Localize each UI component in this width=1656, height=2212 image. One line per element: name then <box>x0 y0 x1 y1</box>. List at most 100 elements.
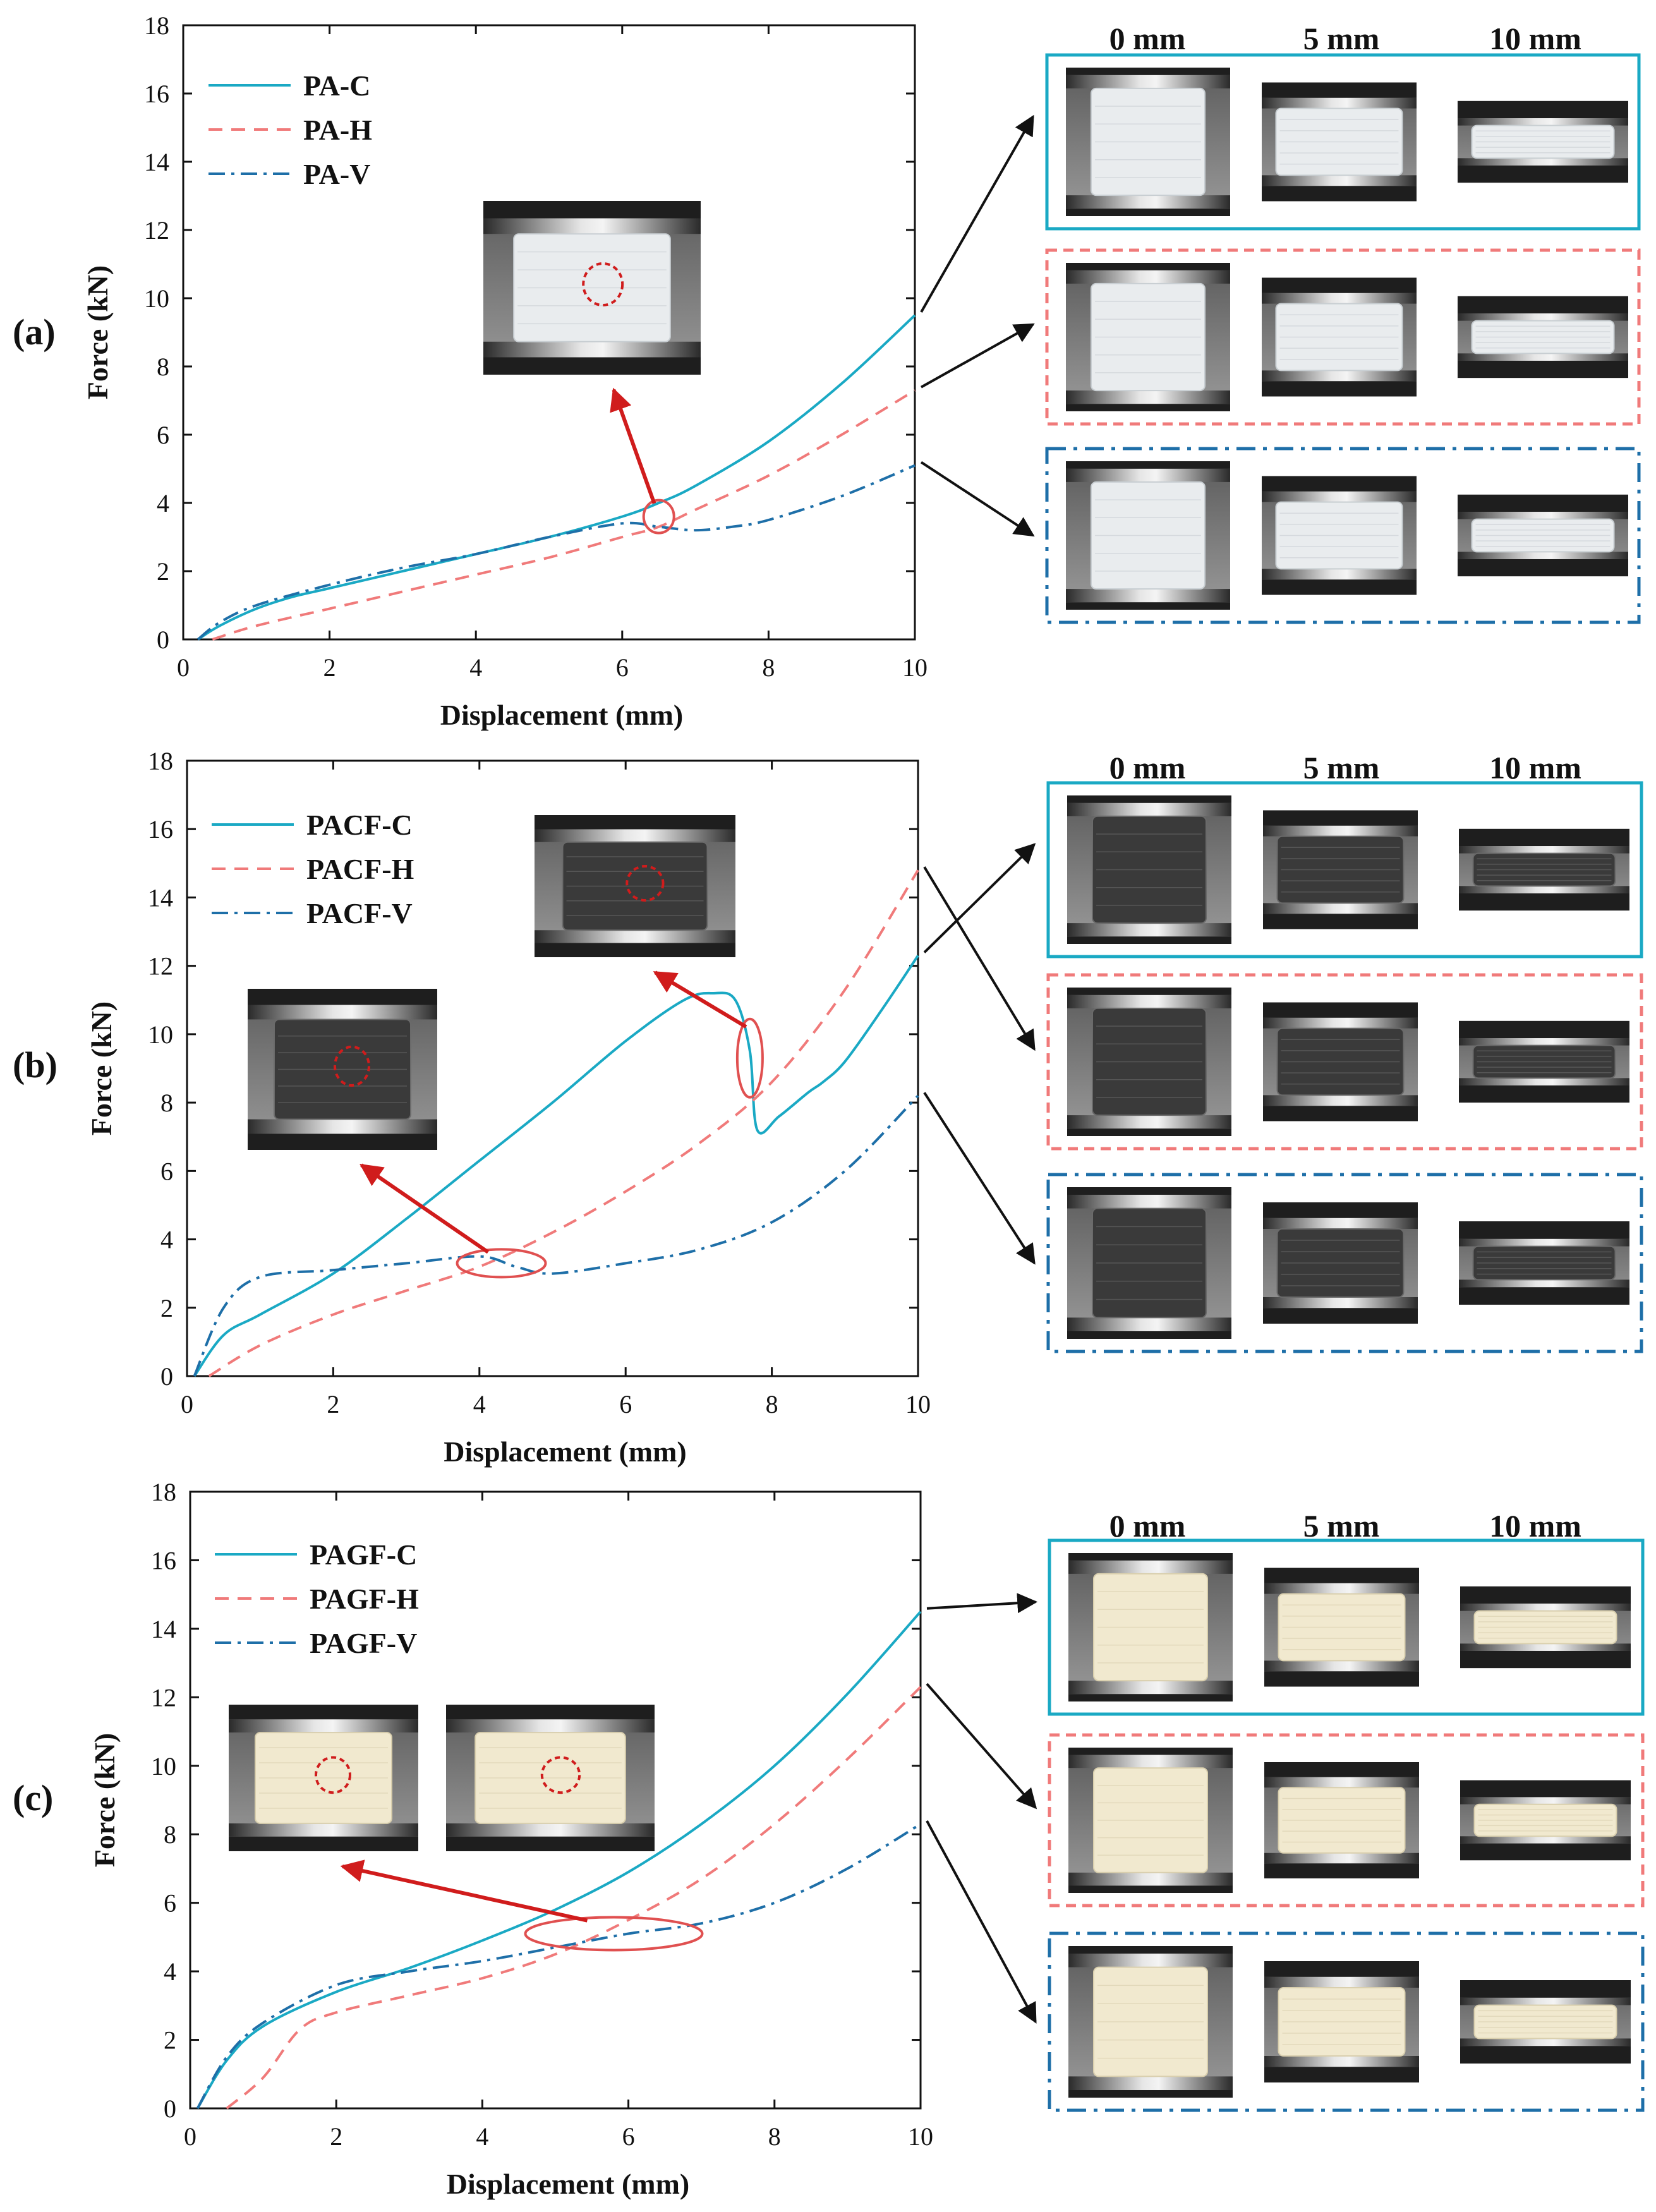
upper-plate <box>1459 846 1629 854</box>
photo-frame-solid <box>1045 53 1641 231</box>
callout-arrow <box>923 1092 1036 1265</box>
upper-fixture <box>1262 476 1417 492</box>
crack-marker <box>582 262 624 306</box>
x-tick-label: 0 <box>177 653 190 682</box>
upper-plate <box>1067 994 1231 1008</box>
lower-plate <box>1066 195 1230 209</box>
upper-fixture <box>483 201 701 219</box>
specimen-photo <box>1460 1780 1631 1861</box>
column-header: 10 mm <box>1489 1508 1581 1544</box>
lower-fixture <box>1262 186 1417 202</box>
y-tick-label: 6 <box>160 1157 173 1185</box>
specimen-photo <box>1459 1020 1629 1103</box>
lower-fixture <box>1067 1128 1231 1136</box>
y-tick-label: 8 <box>160 1089 173 1117</box>
series-line-PAGF-H <box>226 1686 922 2110</box>
photo-frame-solid <box>1048 1538 1645 1716</box>
specimen-photo <box>1264 1762 1419 1878</box>
legend-label: PACF-V <box>306 897 413 929</box>
upper-plate <box>1066 270 1230 284</box>
lower-plate <box>1263 903 1418 914</box>
upper-plate <box>1460 1604 1631 1611</box>
specimen-photo <box>1067 988 1231 1136</box>
upper-plate <box>1067 802 1231 816</box>
upper-plate <box>1262 293 1417 304</box>
y-tick-label: 4 <box>157 489 169 517</box>
specimen-photo <box>1262 277 1417 397</box>
upper-plate <box>1459 1038 1629 1046</box>
y-tick-label: 12 <box>144 216 169 245</box>
x-tick-label: 10 <box>908 2122 933 2151</box>
lower-fixture <box>1459 1287 1629 1305</box>
upper-fixture <box>1067 795 1231 803</box>
x-axis-title: Displacement (mm) <box>444 1435 687 1468</box>
upper-fixture <box>446 1705 655 1720</box>
upper-plate <box>1068 1560 1233 1574</box>
lower-fixture <box>1067 936 1231 944</box>
failure-inset-photo <box>229 1705 418 1851</box>
photo-layer: 0 mm 5 mm 10 mm 0 mm 5 mm 10 mm 0 mm 5 mm 10 mm <box>920 21 1645 2112</box>
y-tick-label: 4 <box>160 1226 173 1254</box>
upper-fixture <box>1263 1202 1418 1218</box>
plot-frame <box>182 24 916 641</box>
chart-panel-2: 0 2 4 6 8 10 0 2 4 6 8 10 12 14 16 18 Displacement (mm) F… <box>13 1478 933 2200</box>
callout-arrow <box>923 843 1036 953</box>
photo-frame-dashed <box>1045 248 1641 426</box>
y-tick-label: 0 <box>160 1362 173 1391</box>
column-header: 5 mm <box>1303 21 1380 56</box>
lower-plate <box>1264 1660 1419 1672</box>
crack-marker <box>626 865 665 902</box>
legend-label: PACF-C <box>306 809 413 841</box>
lower-plate <box>248 1119 437 1134</box>
x-tick-label: 10 <box>905 1390 931 1418</box>
lower-fixture <box>535 943 735 957</box>
lower-fixture <box>1264 1671 1419 1687</box>
upper-fixture <box>1460 1586 1631 1604</box>
y-tick-label: 16 <box>144 80 169 108</box>
chart-panel-0: 0 2 4 6 8 10 0 2 4 6 8 10 12 14 16 18 Displacement (mm) F… <box>13 11 928 731</box>
callout-arrow <box>923 866 1036 1051</box>
y-tick-label: 0 <box>164 2094 176 2123</box>
lower-plate <box>1458 353 1628 361</box>
y-tick-label: 18 <box>148 747 173 775</box>
upper-fixture <box>1263 810 1418 826</box>
upper-plate <box>1458 512 1628 519</box>
specimen-photo <box>1067 1187 1231 1339</box>
y-tick-label: 6 <box>157 421 169 449</box>
upper-plate <box>248 1005 437 1020</box>
lower-fixture <box>483 357 701 375</box>
lower-plate <box>229 1823 418 1837</box>
lower-plate <box>1264 2056 1419 2067</box>
column-header: 5 mm <box>1303 1508 1380 1544</box>
upper-plate <box>1068 1954 1233 1967</box>
highlight-ellipse <box>735 1017 764 1099</box>
x-tick-label: 6 <box>616 653 629 682</box>
y-tick-label: 14 <box>144 148 169 176</box>
upper-plate <box>1263 1017 1418 1029</box>
lower-plate <box>1263 1297 1418 1308</box>
lower-plate <box>1264 1852 1419 1864</box>
upper-plate <box>1458 118 1628 126</box>
photo-frame-dashed <box>1046 973 1643 1151</box>
lower-plate <box>1066 589 1230 603</box>
upper-plate <box>229 1719 418 1733</box>
upper-fixture <box>1068 1748 1233 1755</box>
upper-fixture <box>1067 1187 1231 1195</box>
lower-fixture <box>1262 381 1417 397</box>
charts-layer: 0 2 4 6 8 10 0 2 4 6 8 10 12 14 16 18 Displacement (mm) F… <box>13 11 933 2200</box>
x-axis-title: Displacement (mm) <box>447 2168 690 2200</box>
upper-plate <box>1264 1777 1419 1788</box>
plot-frame <box>186 759 919 1377</box>
legend-label: PAGF-C <box>310 1538 417 1571</box>
column-header: 10 mm <box>1489 21 1581 56</box>
upper-fixture <box>1459 1020 1629 1039</box>
upper-plate <box>1460 1997 1631 2005</box>
photo-frame-dashdot <box>1048 1931 1645 2112</box>
series-line-PA-V <box>196 464 916 641</box>
upper-plate <box>1460 1797 1631 1804</box>
upper-plate <box>1066 75 1230 88</box>
lower-fixture <box>1458 360 1628 378</box>
annotation-layer <box>229 201 764 1952</box>
crack-marker <box>334 1045 370 1087</box>
